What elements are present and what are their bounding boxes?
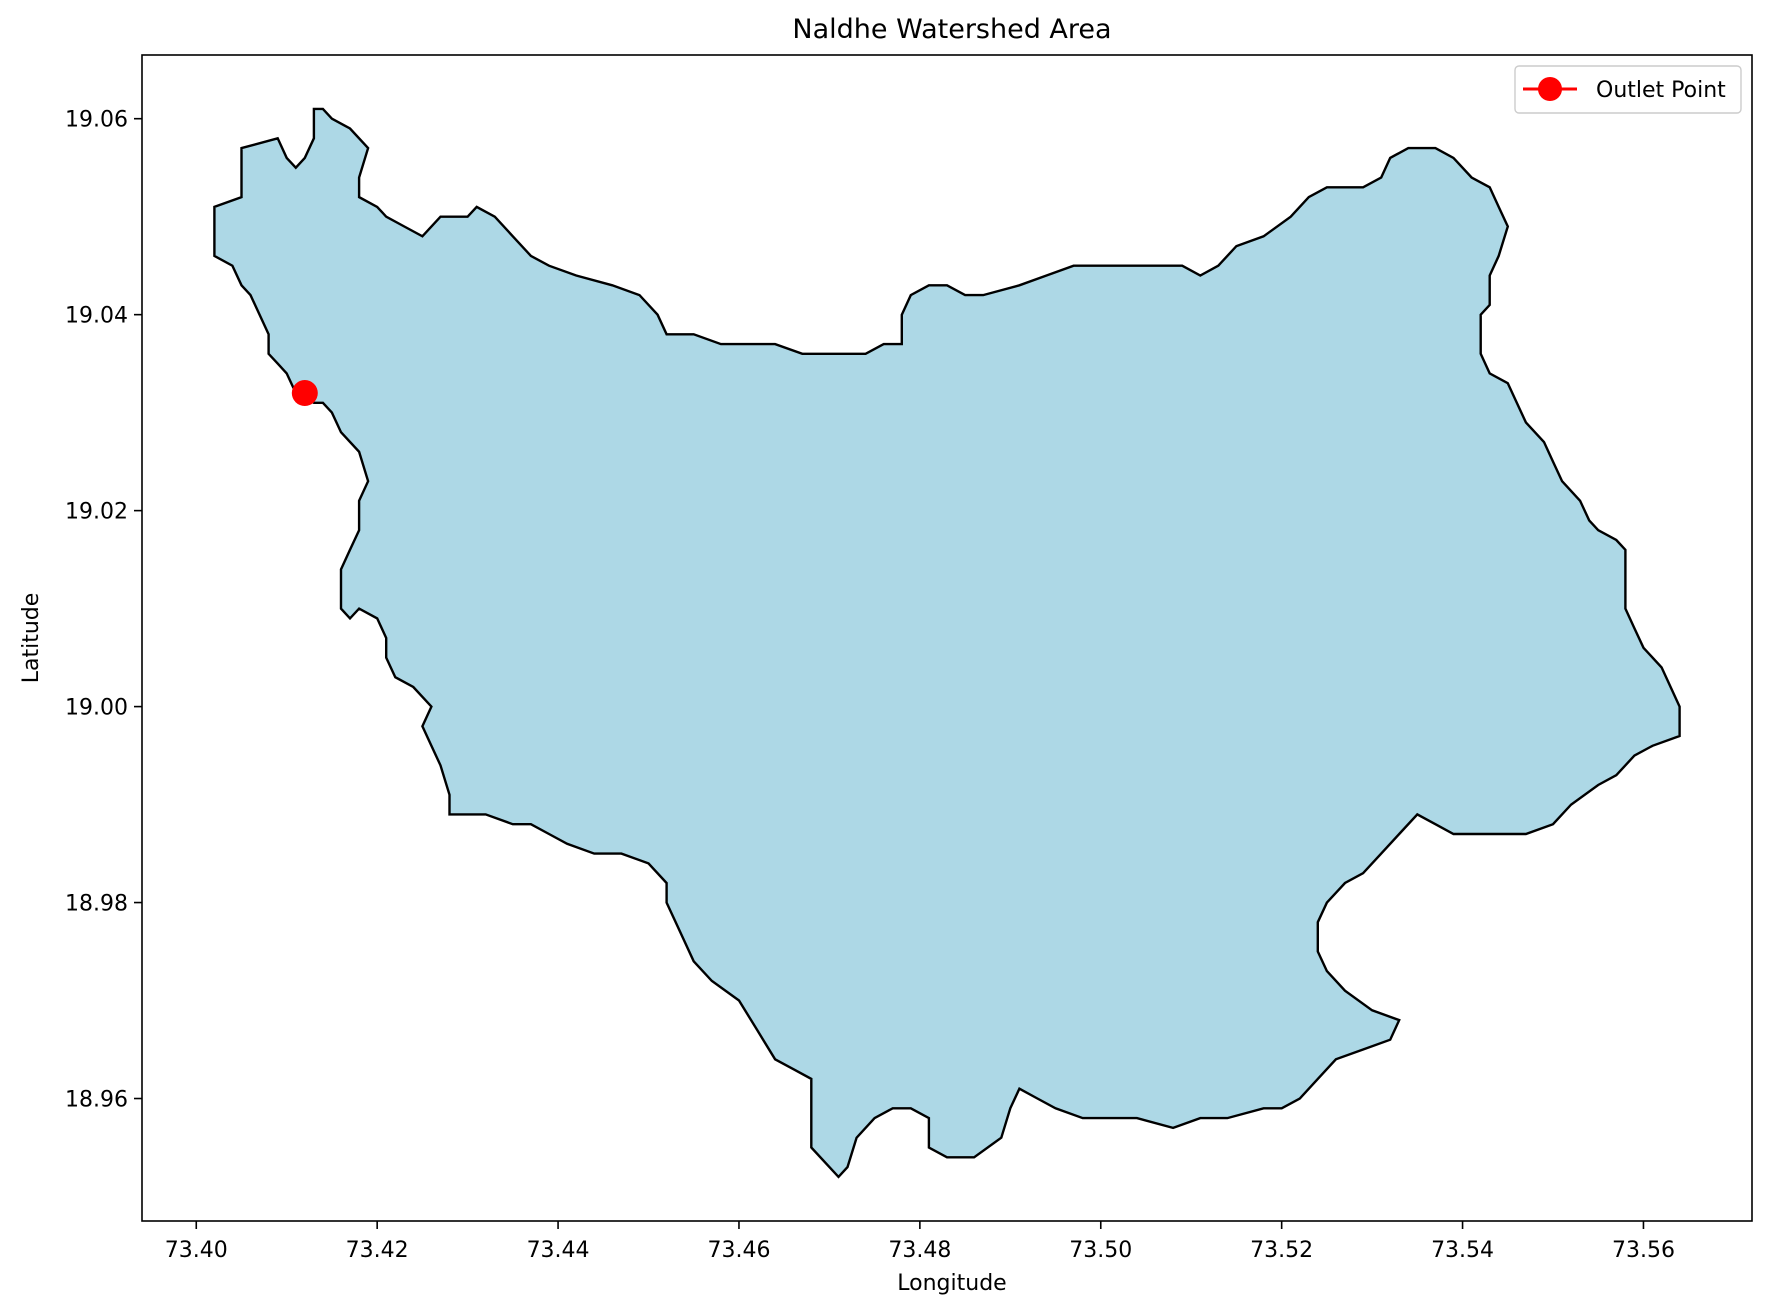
x-axis-label: Longitude	[897, 1271, 1006, 1296]
legend-box	[1514, 65, 1742, 114]
y-tick-label: 19.04	[65, 304, 128, 329]
legend: Outlet Point	[1514, 65, 1742, 114]
x-tick-label: 73.48	[888, 1238, 951, 1263]
x-axis-ticks: 73.40 73.42 73.44 73.46 73.48 73.50 73.52 73.54…	[165, 1221, 1675, 1263]
x-tick-label: 73.50	[1069, 1238, 1132, 1263]
x-tick-label: 73.56	[1612, 1238, 1675, 1263]
legend-label-outlet-point: Outlet Point	[1596, 78, 1726, 103]
outlet-point-marker	[291, 380, 318, 407]
axes-frame	[141, 54, 1753, 1222]
watershed-polygon	[213, 107, 1681, 1179]
x-tick-label: 73.54	[1431, 1238, 1494, 1263]
watershed-layer	[213, 107, 1681, 1179]
x-tick-label: 73.44	[527, 1238, 590, 1263]
x-tick-label: 73.40	[165, 1238, 228, 1263]
y-axis-ticks: 18.96 18.98 19.00 19.02 19.04 19.06	[65, 108, 142, 1113]
legend-marker-swatch	[1538, 77, 1562, 101]
y-tick-label: 18.98	[65, 892, 128, 917]
y-tick-label: 19.00	[65, 696, 128, 721]
x-tick-label: 73.46	[707, 1238, 770, 1263]
y-tick-label: 18.96	[65, 1088, 128, 1113]
plot-area	[213, 107, 1681, 1179]
y-tick-label: 19.02	[65, 500, 128, 525]
y-tick-label: 19.06	[65, 108, 128, 133]
y-axis-label: Latitude	[19, 593, 44, 684]
x-tick-label: 73.42	[346, 1238, 409, 1263]
x-tick-label: 73.52	[1250, 1238, 1313, 1263]
chart-title: Naldhe Watershed Area	[792, 14, 1111, 45]
